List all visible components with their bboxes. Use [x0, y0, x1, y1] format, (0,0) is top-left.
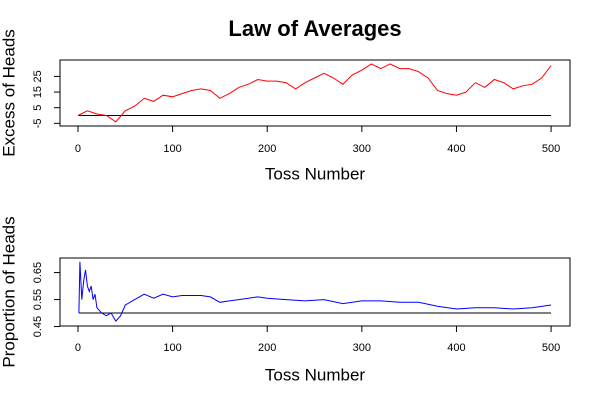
x-tick-label: 200 [258, 143, 276, 155]
x-tick-label: 100 [163, 342, 181, 354]
plot-box [59, 59, 571, 127]
data-line [77, 63, 552, 123]
x-tick-label: 300 [353, 342, 371, 354]
y-tick-label: 0.45 [32, 316, 44, 337]
y-tick-label: -5 [32, 118, 44, 128]
x-axis-label: Toss Number [265, 365, 365, 384]
x-tick-label: 400 [447, 143, 465, 155]
chart-title: Law of Averages [228, 16, 401, 41]
y-tick-label: 0.65 [32, 262, 44, 283]
x-tick-label: 500 [542, 342, 560, 354]
x-tick-label: 200 [258, 342, 276, 354]
y-axis-label: Proportion of Heads [0, 216, 18, 367]
y-tick-label: 15 [32, 86, 44, 98]
plot-box [59, 257, 571, 327]
y-tick-label: 0.55 [32, 289, 44, 310]
x-axis-label: Toss Number [265, 164, 365, 183]
x-tick-label: 0 [75, 143, 81, 155]
y-tick-label: 25 [32, 70, 44, 82]
y-tick-label: 5 [32, 105, 44, 111]
x-tick-label: 100 [163, 143, 181, 155]
x-tick-label: 300 [353, 143, 371, 155]
data-line [78, 261, 552, 322]
x-tick-label: 0 [75, 342, 81, 354]
y-axis-label: Excess of Heads [0, 29, 18, 157]
x-tick-label: 500 [542, 143, 560, 155]
x-tick-label: 400 [447, 342, 465, 354]
